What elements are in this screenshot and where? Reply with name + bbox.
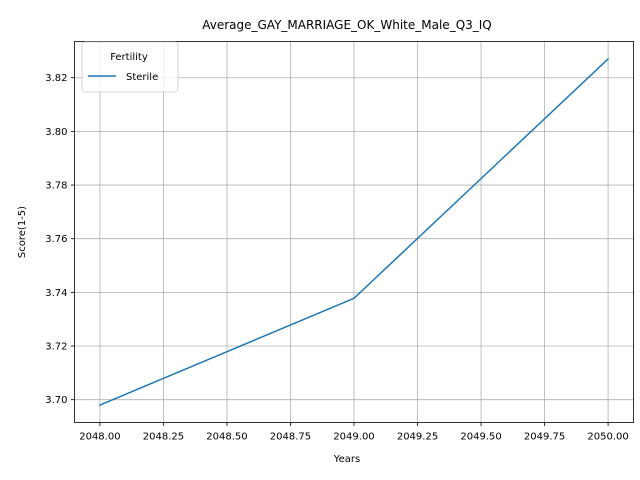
y-tick: 3.70 bbox=[45, 395, 75, 406]
x-tick: 2049.00 bbox=[333, 422, 375, 443]
y-tick: 3.74 bbox=[45, 288, 75, 299]
x-tick: 2049.25 bbox=[397, 422, 438, 443]
x-tick: 2048.50 bbox=[206, 422, 248, 443]
y-axis-ticks: 3.70 3.72 3.74 3.76 3.78 3.80 3.82 bbox=[45, 73, 75, 406]
horizontal-gridlines bbox=[74, 77, 634, 401]
y-tick: 3.78 bbox=[45, 181, 75, 192]
legend: Fertility Sterile bbox=[81, 41, 179, 93]
x-tick-label: 2048.25 bbox=[143, 432, 184, 443]
legend-entry-sterile: Sterile bbox=[126, 72, 158, 83]
x-tick-label: 2049.50 bbox=[460, 432, 501, 443]
x-tick-label: 2049.75 bbox=[524, 432, 565, 443]
x-tick-label: 2049.00 bbox=[333, 432, 374, 443]
x-tick-label: 2049.25 bbox=[397, 432, 438, 443]
y-tick-label: 3.72 bbox=[45, 342, 67, 353]
x-tick-label: 2048.00 bbox=[79, 432, 120, 443]
y-tick-label: 3.70 bbox=[45, 395, 67, 406]
y-tick: 3.72 bbox=[45, 342, 75, 353]
x-tick-label: 2048.75 bbox=[270, 432, 311, 443]
y-tick-label: 3.74 bbox=[45, 288, 67, 299]
y-tick-label: 3.82 bbox=[45, 73, 67, 84]
x-tick-label: 2050.00 bbox=[587, 432, 628, 443]
x-tick-label: 2048.50 bbox=[206, 432, 247, 443]
y-axis-label: Score(1-5) bbox=[17, 206, 28, 258]
chart-title: Average_GAY_MARRIAGE_OK_White_Male_Q3_IQ bbox=[202, 18, 492, 32]
vertical-gridlines bbox=[99, 41, 609, 423]
series-line-sterile bbox=[98, 57, 610, 407]
x-tick: 2048.00 bbox=[79, 422, 121, 443]
y-tick-label: 3.76 bbox=[45, 234, 67, 245]
y-tick: 3.80 bbox=[45, 127, 75, 138]
x-axis-ticks: 2048.00 2048.25 2048.50 2048.75 2049.00 2049.… bbox=[79, 422, 629, 443]
y-tick-label: 3.78 bbox=[45, 181, 67, 192]
x-tick: 2050.00 bbox=[587, 422, 629, 443]
x-tick: 2049.50 bbox=[460, 422, 502, 443]
x-axis-label: Years bbox=[333, 454, 360, 465]
x-tick: 2048.75 bbox=[270, 422, 311, 443]
legend-title: Fertility bbox=[110, 52, 148, 63]
y-tick-label: 3.80 bbox=[45, 127, 67, 138]
series-layer bbox=[98, 57, 610, 407]
y-tick: 3.82 bbox=[45, 73, 75, 84]
legend-box bbox=[81, 41, 179, 93]
y-tick: 3.76 bbox=[45, 234, 75, 245]
x-tick: 2049.75 bbox=[524, 422, 565, 443]
x-tick: 2048.25 bbox=[143, 422, 184, 443]
